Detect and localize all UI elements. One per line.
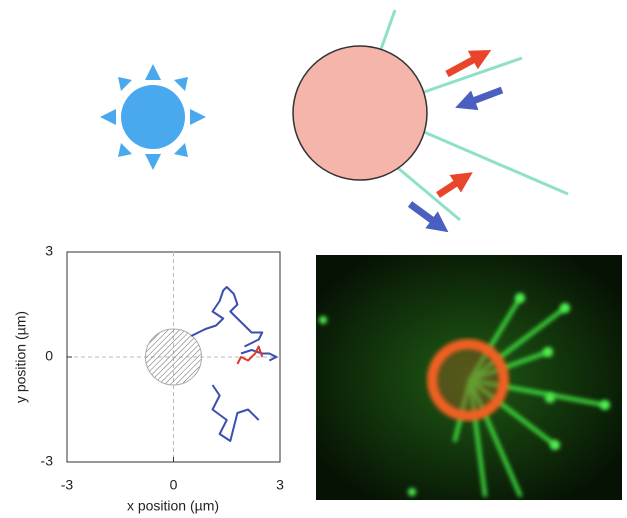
figure: x position (µm) y position (µm) -3 0 3 -3 0 3	[0, 0, 627, 518]
y-tick-label: 3	[45, 243, 53, 259]
y-tick-label: -3	[41, 453, 54, 469]
y-tick-label: 0	[45, 348, 53, 364]
trajectory	[213, 385, 259, 441]
micrograph	[316, 255, 622, 500]
x-tick-label: -3	[61, 477, 74, 493]
y-axis-label: y position (µm)	[13, 311, 29, 403]
x-axis-label: x position (µm)	[127, 498, 219, 514]
sun	[100, 64, 206, 170]
trajectory	[237, 347, 262, 365]
trajectory	[191, 287, 262, 347]
x-tick-label: 3	[276, 477, 284, 493]
cell-region	[146, 329, 202, 385]
cell	[293, 46, 427, 180]
x-tick-label: 0	[170, 477, 178, 493]
